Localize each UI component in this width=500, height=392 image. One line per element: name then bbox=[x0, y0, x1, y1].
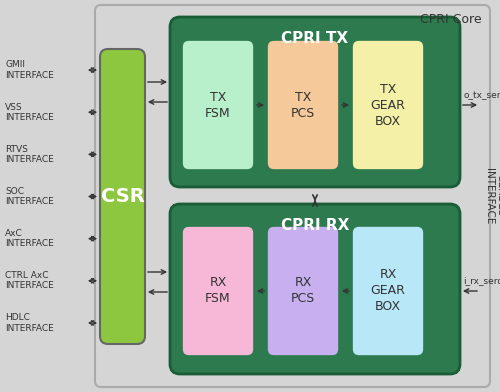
FancyBboxPatch shape bbox=[267, 226, 339, 356]
Text: RX
GEAR
BOX: RX GEAR BOX bbox=[370, 269, 406, 314]
Text: CPRI Core: CPRI Core bbox=[420, 13, 482, 26]
FancyBboxPatch shape bbox=[267, 40, 339, 170]
FancyBboxPatch shape bbox=[352, 226, 424, 356]
Text: AxC
INTERFACE: AxC INTERFACE bbox=[5, 229, 54, 249]
Text: TX
GEAR
BOX: TX GEAR BOX bbox=[370, 82, 406, 127]
Text: CPRI RX: CPRI RX bbox=[281, 218, 349, 233]
FancyBboxPatch shape bbox=[182, 226, 254, 356]
Text: CTRL AxC
INTERFACE: CTRL AxC INTERFACE bbox=[5, 271, 54, 290]
Text: SERDES
INTERFACE: SERDES INTERFACE bbox=[484, 168, 500, 224]
Text: RX
FSM: RX FSM bbox=[205, 276, 231, 305]
Text: GMII
INTERFACE: GMII INTERFACE bbox=[5, 60, 54, 80]
Text: TX
PCS: TX PCS bbox=[291, 91, 315, 120]
Text: VSS
INTERFACE: VSS INTERFACE bbox=[5, 103, 54, 122]
Text: RTVS
INTERFACE: RTVS INTERFACE bbox=[5, 145, 54, 164]
Text: SOC
INTERFACE: SOC INTERFACE bbox=[5, 187, 54, 206]
Text: RX
PCS: RX PCS bbox=[291, 276, 315, 305]
Text: i_rx_serdes: i_rx_serdes bbox=[463, 276, 500, 285]
FancyBboxPatch shape bbox=[100, 49, 145, 344]
Text: o_tx_serdes: o_tx_serdes bbox=[463, 90, 500, 99]
Text: CSR: CSR bbox=[100, 187, 144, 206]
FancyBboxPatch shape bbox=[170, 17, 460, 187]
FancyBboxPatch shape bbox=[95, 5, 490, 387]
FancyBboxPatch shape bbox=[182, 40, 254, 170]
FancyBboxPatch shape bbox=[170, 204, 460, 374]
FancyBboxPatch shape bbox=[352, 40, 424, 170]
Text: TX
FSM: TX FSM bbox=[205, 91, 231, 120]
Text: CPRI TX: CPRI TX bbox=[282, 31, 348, 46]
Text: HDLC
INTERFACE: HDLC INTERFACE bbox=[5, 313, 54, 333]
